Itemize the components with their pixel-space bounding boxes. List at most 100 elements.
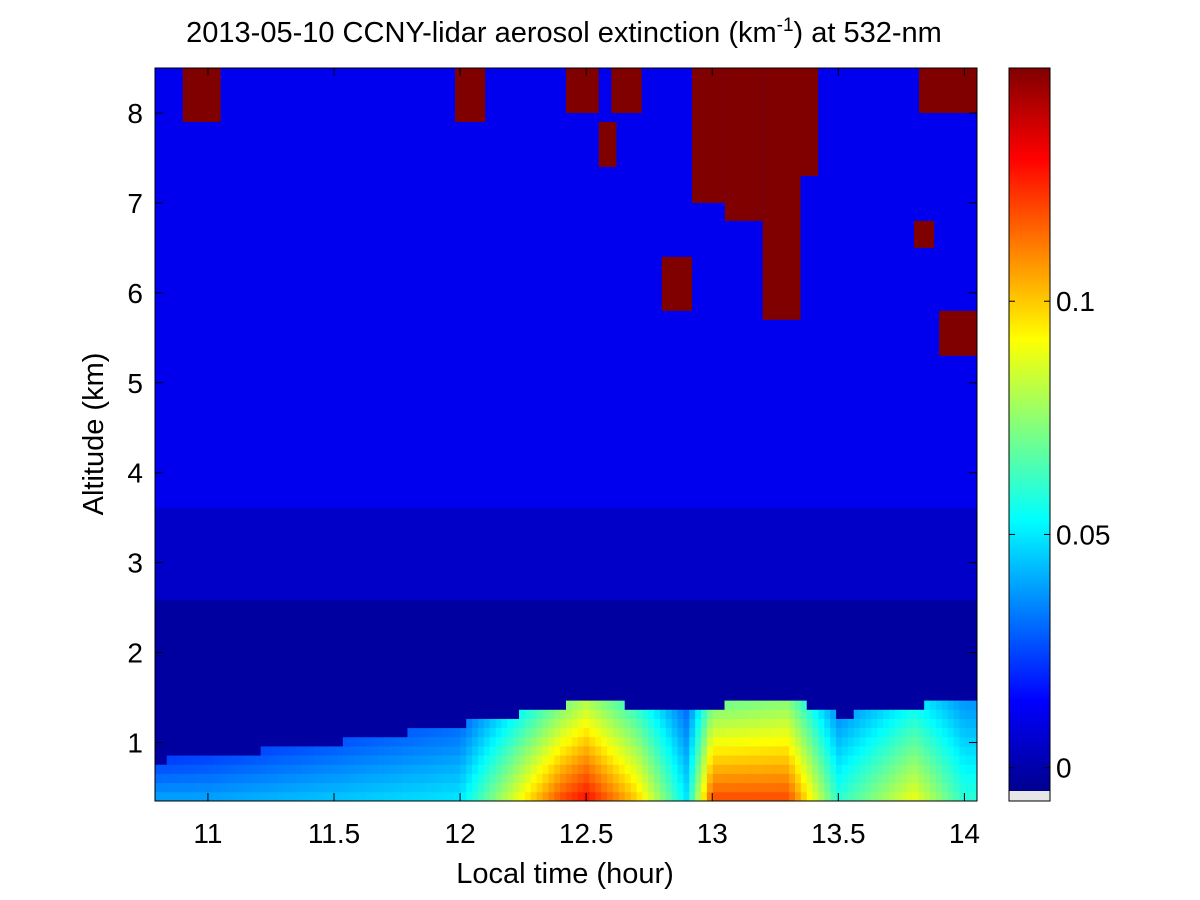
heatmap-cell	[319, 168, 326, 179]
heatmap-cell	[260, 645, 267, 655]
heatmap-cell	[248, 352, 256, 362]
heatmap-cell	[155, 232, 162, 243]
heatmap-cell	[248, 150, 256, 161]
heatmap-cell	[260, 242, 267, 252]
heatmap-cell	[436, 526, 444, 536]
heatmap-cell	[419, 452, 426, 463]
heatmap-cell	[413, 526, 420, 536]
heatmap-cell	[295, 159, 303, 170]
heatmap-cell	[290, 278, 297, 289]
heatmap-cell	[425, 764, 432, 774]
heatmap-cell	[501, 177, 508, 188]
heatmap-cell	[454, 581, 461, 591]
heatmap-cell	[325, 709, 332, 719]
heatmap-cell	[454, 434, 461, 445]
heatmap-cell	[448, 535, 455, 545]
heatmap-cell	[284, 709, 291, 719]
heatmap-cell	[231, 663, 238, 674]
heatmap-cell	[243, 727, 250, 738]
heatmap-cell	[354, 590, 361, 600]
heatmap-cell	[501, 535, 508, 545]
heatmap-cell	[448, 223, 455, 234]
heatmap-cell	[166, 535, 174, 545]
heatmap-cell	[278, 461, 285, 472]
heatmap-cell	[425, 95, 432, 106]
heatmap-cell	[354, 571, 361, 582]
heatmap-cell	[272, 507, 279, 518]
heatmap-cell	[178, 407, 185, 417]
heatmap-cell	[430, 663, 438, 674]
heatmap-cell	[342, 223, 350, 234]
heatmap-cell	[383, 516, 391, 527]
heatmap-cell	[266, 736, 273, 747]
heatmap-cell	[360, 306, 367, 316]
heatmap-cell	[460, 333, 467, 344]
heatmap-cell	[419, 727, 426, 738]
heatmap-cell	[225, 315, 232, 325]
heatmap-cell	[395, 278, 402, 289]
heatmap-cell	[442, 636, 449, 646]
heatmap-cell	[207, 626, 215, 637]
heatmap-cell	[442, 544, 449, 555]
heatmap-cell	[460, 425, 467, 435]
heatmap-cell	[401, 672, 408, 683]
heatmap-cell	[360, 95, 367, 106]
heatmap-cell	[325, 617, 332, 628]
heatmap-cell	[284, 370, 291, 380]
heatmap-cell	[254, 672, 262, 683]
heatmap-cell	[389, 361, 397, 371]
heatmap-cell	[219, 471, 226, 481]
heatmap-cell	[260, 205, 267, 215]
heatmap-cell	[290, 709, 297, 719]
heatmap-cell	[284, 141, 291, 151]
heatmap-cell	[243, 691, 250, 701]
heatmap-cell	[237, 416, 244, 426]
heatmap-cell	[225, 370, 232, 380]
heatmap-cell	[295, 333, 303, 344]
heatmap-cell	[278, 242, 285, 252]
heatmap-cell	[160, 397, 168, 408]
heatmap-cell	[454, 544, 461, 555]
heatmap-cell	[407, 553, 414, 564]
heatmap-cell	[219, 590, 226, 600]
heatmap-cell	[419, 773, 426, 784]
heatmap-cell	[389, 159, 397, 170]
heatmap-cell	[307, 746, 314, 756]
heatmap-cell	[313, 397, 320, 408]
heatmap-cell	[342, 727, 350, 738]
heatmap-cell	[495, 691, 502, 701]
heatmap-cell	[266, 352, 273, 362]
heatmap-cell	[219, 443, 226, 454]
heatmap-cell	[495, 397, 502, 408]
heatmap-cell	[448, 407, 455, 417]
heatmap-cell	[360, 755, 367, 765]
heatmap-cell	[389, 562, 397, 573]
heatmap-cell	[284, 599, 291, 609]
heatmap-cell	[184, 535, 191, 545]
heatmap-cell	[507, 397, 514, 408]
heatmap-cell	[489, 516, 496, 527]
heatmap-cell	[325, 672, 332, 683]
heatmap-cell	[160, 782, 168, 793]
heatmap-cell	[483, 773, 491, 784]
heatmap-cell	[354, 379, 361, 390]
heatmap-cell	[178, 68, 185, 78]
heatmap-cell	[178, 581, 185, 591]
heatmap-cell	[331, 150, 338, 161]
heatmap-cell	[442, 691, 449, 701]
heatmap-cell	[389, 434, 397, 445]
heatmap-cell	[231, 278, 238, 289]
heatmap-cell	[466, 480, 473, 490]
heatmap-cell	[448, 581, 455, 591]
heatmap-cell	[284, 782, 291, 793]
heatmap-cell	[460, 654, 467, 664]
heatmap-cell	[419, 507, 426, 518]
heatmap-cell	[389, 773, 397, 784]
heatmap-cell	[260, 132, 267, 142]
heatmap-cell	[372, 315, 379, 325]
heatmap-cell	[501, 626, 508, 637]
heatmap-cell	[354, 773, 361, 784]
heatmap-cell	[284, 269, 291, 280]
heatmap-cell	[483, 333, 491, 344]
heatmap-cell	[430, 544, 438, 555]
